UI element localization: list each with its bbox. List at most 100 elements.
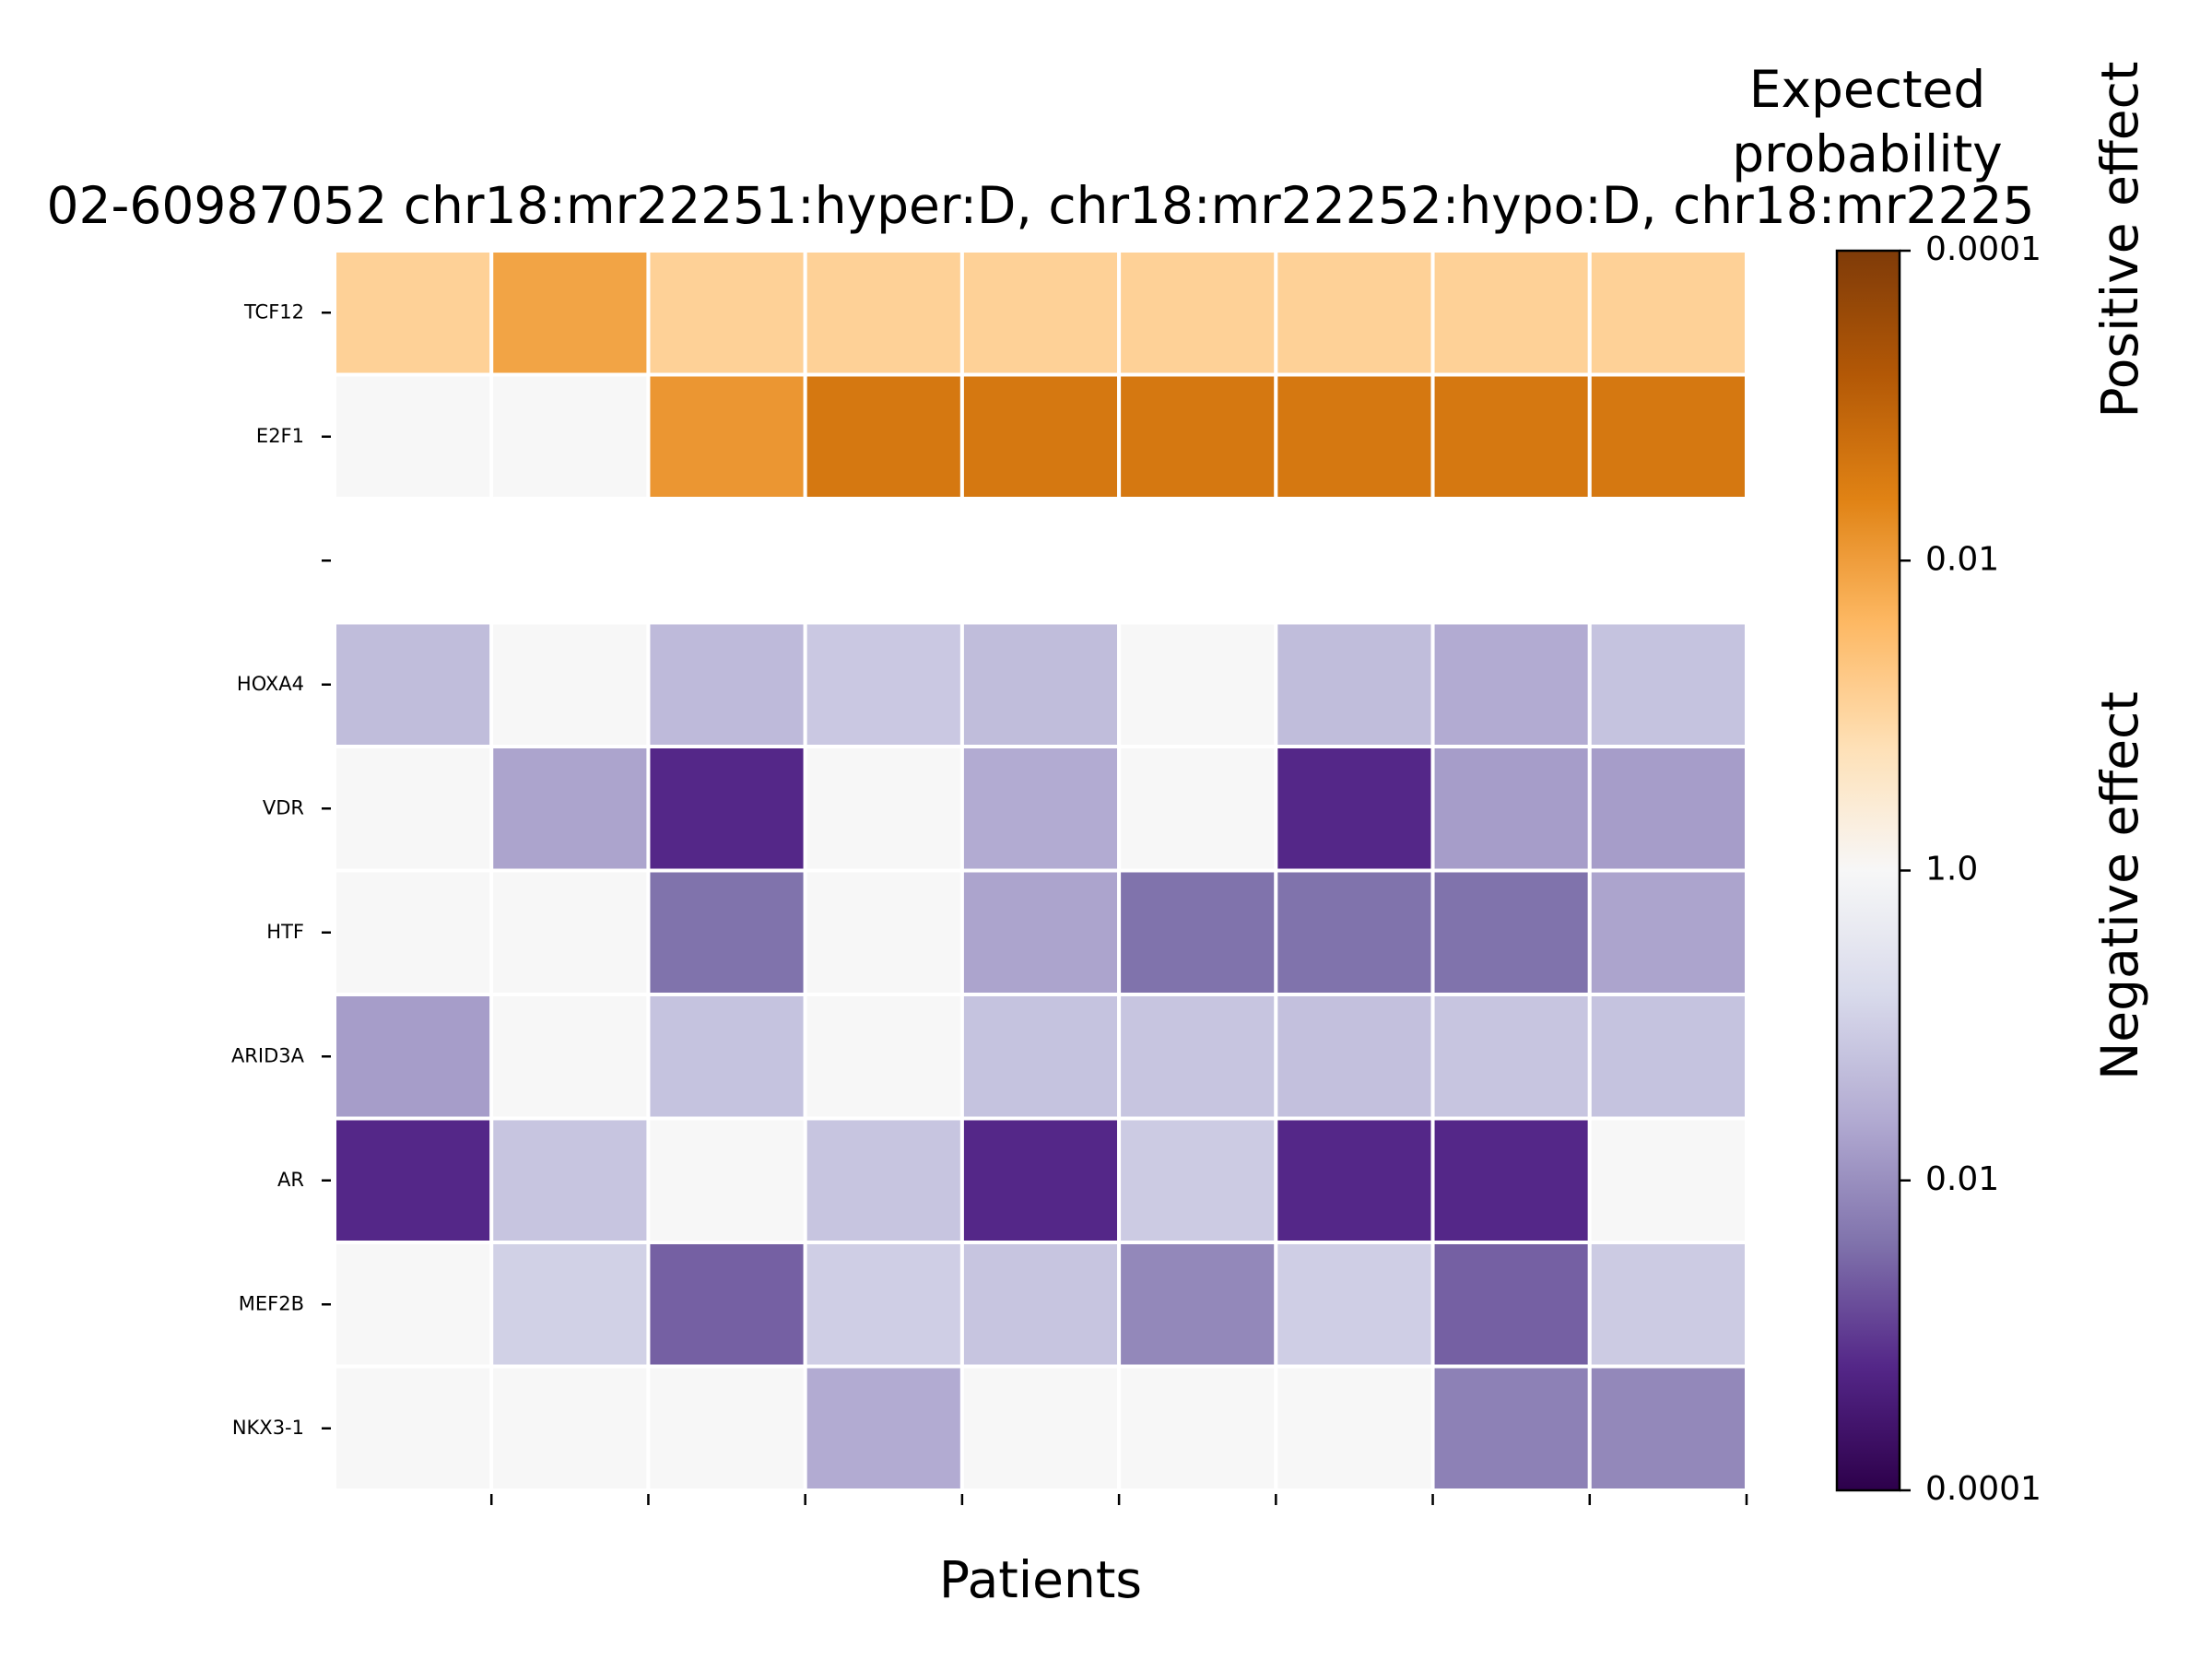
cell bbox=[1117, 1364, 1278, 1492]
cell bbox=[959, 620, 1122, 748]
cell bbox=[803, 249, 964, 377]
cell bbox=[1117, 868, 1278, 996]
cell bbox=[333, 745, 494, 873]
colorbar-tick-label: 1.0 bbox=[1925, 851, 1978, 888]
colorbar-tick-label: 0.01 bbox=[1925, 540, 1999, 578]
y-tick-label: HTF bbox=[266, 921, 304, 943]
cell bbox=[646, 1364, 807, 1492]
cell bbox=[959, 1364, 1122, 1492]
cell bbox=[959, 745, 1122, 873]
cell bbox=[1117, 1116, 1278, 1244]
cell bbox=[1274, 993, 1435, 1121]
cell bbox=[489, 372, 651, 500]
cell bbox=[959, 1116, 1122, 1244]
cell bbox=[803, 745, 964, 873]
cell bbox=[333, 249, 494, 377]
cell bbox=[489, 620, 651, 748]
cell bbox=[959, 868, 1122, 996]
cell bbox=[1117, 993, 1278, 1121]
cell bbox=[1587, 993, 1749, 1121]
cell bbox=[803, 993, 964, 1121]
cell bbox=[1430, 1364, 1592, 1492]
cell bbox=[646, 1116, 807, 1244]
y-tick-label: TCF12 bbox=[243, 300, 304, 323]
cell bbox=[489, 1116, 651, 1244]
cell bbox=[1274, 868, 1435, 996]
cell bbox=[1274, 372, 1435, 500]
colorbar-tick-label: 0.0001 bbox=[1925, 1470, 2041, 1508]
cell bbox=[489, 868, 651, 996]
y-tick-label: HOXA4 bbox=[237, 673, 304, 695]
cell bbox=[646, 620, 807, 748]
x-axis-label: Patients bbox=[939, 1550, 1142, 1609]
cell bbox=[1430, 1116, 1592, 1244]
negative-label: Negative effect bbox=[2090, 691, 2149, 1080]
cell bbox=[1430, 372, 1592, 500]
cell bbox=[1117, 372, 1278, 500]
cell bbox=[959, 372, 1122, 500]
cell bbox=[1587, 1116, 1749, 1244]
cell bbox=[489, 1364, 651, 1492]
cell bbox=[489, 1241, 651, 1369]
positive-label: Positive effect bbox=[2090, 62, 2149, 418]
cell bbox=[1430, 745, 1592, 873]
cell bbox=[959, 1241, 1122, 1369]
cell bbox=[803, 372, 964, 500]
y-tick-label: ARID3A bbox=[231, 1044, 305, 1066]
y-tick-label: E2F1 bbox=[256, 425, 304, 447]
cell bbox=[646, 1241, 807, 1369]
cell bbox=[803, 868, 964, 996]
cell bbox=[489, 249, 651, 377]
cell bbox=[489, 745, 651, 873]
cell bbox=[333, 993, 494, 1121]
cell bbox=[1274, 1241, 1435, 1369]
y-tick-label: AR bbox=[277, 1169, 304, 1191]
cell bbox=[1274, 1364, 1435, 1492]
y-tick-label: MEF2B bbox=[239, 1292, 304, 1314]
cell bbox=[1587, 249, 1749, 377]
y-tick-label: VDR bbox=[263, 796, 304, 818]
colorbar-tick-label: 0.0001 bbox=[1925, 230, 2041, 268]
cell bbox=[333, 868, 494, 996]
cell bbox=[646, 372, 807, 500]
cell bbox=[959, 993, 1122, 1121]
cell bbox=[803, 1364, 964, 1492]
cell bbox=[1274, 745, 1435, 873]
cell bbox=[959, 249, 1122, 377]
cell bbox=[1117, 1241, 1278, 1369]
cell bbox=[803, 1241, 964, 1369]
cell bbox=[333, 1241, 494, 1369]
cell bbox=[803, 1116, 964, 1244]
cell bbox=[1274, 620, 1435, 748]
colorbar-label: Expected probability bbox=[1732, 60, 2003, 183]
cell bbox=[646, 993, 807, 1121]
colorbar-tick-label: 0.01 bbox=[1925, 1160, 1999, 1198]
cell bbox=[1587, 1364, 1749, 1492]
cell bbox=[333, 620, 494, 748]
cell bbox=[1117, 620, 1278, 748]
cell bbox=[1430, 993, 1592, 1121]
y-tick-label: NKX3-1 bbox=[232, 1417, 304, 1439]
cell bbox=[1587, 868, 1749, 996]
cell bbox=[646, 868, 807, 996]
cell bbox=[1587, 620, 1749, 748]
cell bbox=[1430, 620, 1592, 748]
cell bbox=[489, 993, 651, 1121]
cell bbox=[1117, 249, 1278, 377]
cell bbox=[1587, 372, 1749, 500]
cell bbox=[1274, 249, 1435, 377]
cell bbox=[1430, 1241, 1592, 1369]
cell bbox=[646, 249, 807, 377]
cell bbox=[1274, 1116, 1435, 1244]
cell bbox=[333, 1364, 494, 1492]
cell bbox=[333, 1116, 494, 1244]
cell bbox=[1587, 1241, 1749, 1369]
cell bbox=[1430, 868, 1592, 996]
cell bbox=[803, 620, 964, 748]
colorbar bbox=[1835, 249, 1901, 1492]
cell bbox=[333, 372, 494, 500]
cell bbox=[1587, 745, 1749, 873]
cell bbox=[646, 745, 807, 873]
